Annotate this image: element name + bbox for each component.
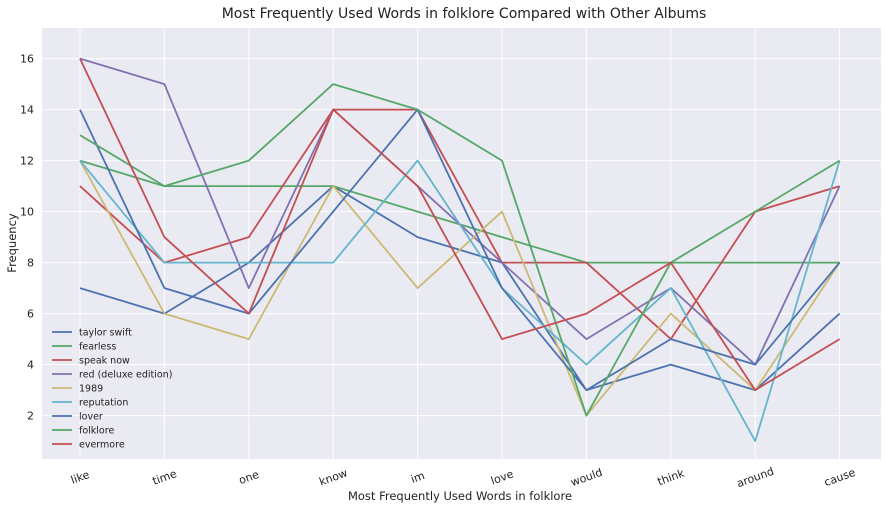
x-tick-label: like [69, 468, 91, 487]
legend-label: speak now [79, 356, 130, 367]
legend-label: 1989 [79, 384, 103, 395]
y-tick-label: 16 [20, 53, 34, 66]
legend-label: folklore [79, 426, 114, 437]
x-tick-label: im [409, 469, 426, 486]
series-line [79, 108, 841, 392]
series-lines [79, 57, 841, 443]
legend: taylor swift fearless speak now red (deluxe… [52, 328, 172, 451]
series-line [79, 108, 840, 341]
y-tick-label: 8 [27, 257, 34, 270]
y-axis-label: Frequency [5, 213, 19, 273]
chart-title: Most Frequently Used Words in folklore C… [222, 6, 707, 22]
y-tick-label: 2 [27, 410, 34, 423]
y-tick-label: 4 [27, 359, 34, 372]
y-axis-ticks: 2 4 6 8 10 12 14 16 [20, 53, 34, 423]
legend-label: evermore [79, 440, 125, 451]
y-tick-label: 14 [20, 104, 34, 117]
y-tick-label: 6 [27, 308, 34, 321]
legend-label: red (deluxe edition) [79, 370, 172, 381]
y-tick-label: 12 [20, 155, 34, 168]
series-line [79, 159, 841, 443]
y-tick-label: 10 [20, 206, 34, 219]
x-axis-ticks: like time one know im love would think around cau… [69, 465, 857, 490]
legend-label: lover [79, 412, 103, 423]
legend-label: reputation [79, 398, 128, 409]
plot-area [42, 28, 881, 459]
legend-label: fearless [79, 342, 116, 353]
legend-label: taylor swift [79, 328, 132, 339]
x-axis-label: Most Frequently Used Words in folklore [348, 489, 572, 503]
series-line [79, 83, 841, 417]
series-line [79, 58, 841, 392]
grid-lines [42, 28, 881, 459]
